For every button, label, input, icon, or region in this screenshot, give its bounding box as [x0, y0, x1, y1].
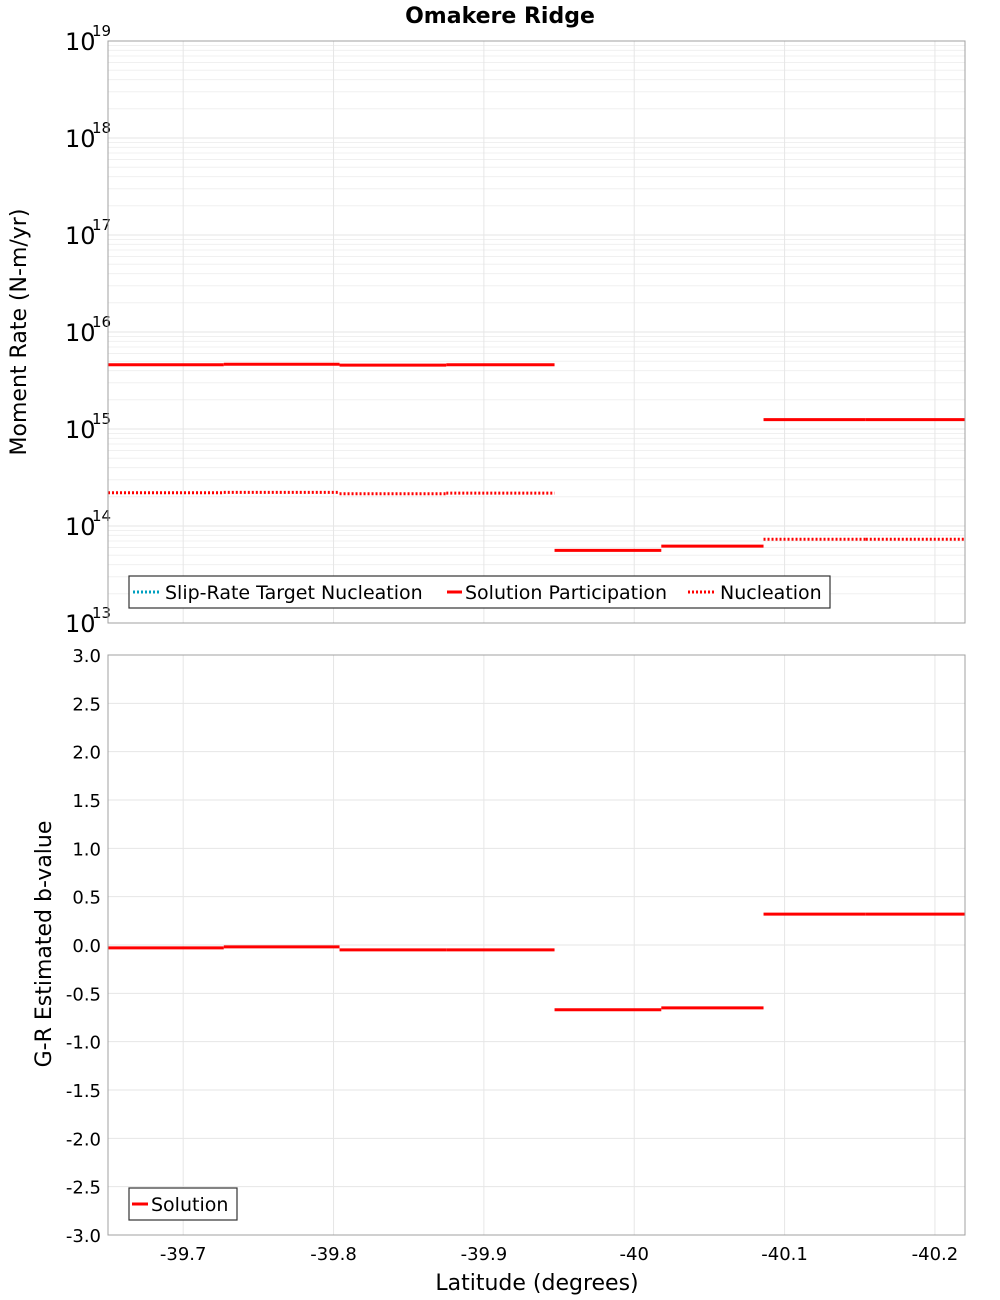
top-y-tick-base: 10 [65, 222, 96, 250]
top-y-tick-exponent: 13 [92, 604, 111, 622]
bottom-y-tick-label: 0.0 [72, 936, 101, 957]
bottom-series-group [108, 912, 965, 1012]
chart-title: Omakere Ridge [405, 4, 595, 29]
bottom-y-tick-label: 0.5 [72, 888, 101, 909]
bottom-y-ticks: -3.0 -2.5 -2.0 -1.5 -1.0 -0.5 0.0 0.5 1.0 1.5 2.0 2… [66, 646, 101, 1247]
top-plot-frame [107, 40, 966, 624]
bottom-y-tick-label: -1.0 [66, 1033, 101, 1054]
top-y-tick-base: 10 [65, 28, 96, 56]
bottom-legend: Solution [128, 1187, 238, 1221]
top-y-axis-label: Moment Rate (N-m/yr) [7, 209, 32, 456]
bottom-gridlines [108, 654, 965, 1236]
x-tick-label: -40.1 [761, 1244, 808, 1265]
legend-label-nucleation: Nucleation [720, 582, 822, 604]
bottom-y-axis-label: G-R Estimated b-value [32, 821, 57, 1068]
bottom-y-tick-label: 3.0 [72, 646, 101, 667]
top-y-tick-exponent: 19 [92, 22, 111, 40]
bottom-y-tick-label: -2.5 [66, 1178, 101, 1199]
top-y-tick-base: 10 [65, 125, 96, 153]
legend-label-b-solution: Solution [151, 1194, 228, 1216]
x-ticks: -39.7 -39.8 -39.9 -40 -40.1 -40.2 [160, 1244, 958, 1265]
top-series-group [108, 362, 965, 552]
top-gridlines [108, 41, 965, 624]
bottom-y-tick-label: -1.5 [66, 1081, 101, 1102]
top-y-tick-base: 10 [65, 513, 96, 541]
x-tick-label: -40.2 [912, 1244, 959, 1265]
x-tick-label: -40 [620, 1244, 649, 1265]
x-tick-label: -39.9 [461, 1244, 508, 1265]
top-y-tick-base: 10 [65, 610, 96, 638]
bottom-y-tick-label: -2.0 [66, 1129, 101, 1150]
bottom-y-tick-label: 1.5 [72, 791, 101, 812]
bottom-y-tick-label: -3.0 [66, 1226, 101, 1247]
top-y-tick-base: 10 [65, 416, 96, 444]
top-y-tick-base: 10 [65, 319, 96, 347]
top-y-tick-exponent: 15 [92, 410, 111, 428]
bottom-plot-frame [107, 654, 966, 1236]
bottom-y-tick-label: 2.0 [72, 743, 101, 764]
legend-label-solution: Solution Participation [465, 582, 667, 604]
top-legend: Slip-Rate Target Nucleation Solution Par… [128, 575, 831, 609]
x-axis-label: Latitude (degrees) [435, 1271, 638, 1296]
x-tick-label: -39.8 [310, 1244, 357, 1265]
top-y-tick-exponent: 18 [92, 119, 111, 137]
bottom-y-tick-label: 2.5 [72, 694, 101, 715]
top-y-tick-exponent: 14 [92, 507, 111, 525]
top-y-tick-exponent: 16 [92, 313, 111, 331]
legend-label-target: Slip-Rate Target Nucleation [165, 582, 423, 604]
top-y-tick-exponent: 17 [92, 216, 111, 234]
bottom-y-tick-label: -0.5 [66, 984, 101, 1005]
x-tick-label: -39.7 [160, 1244, 207, 1265]
bottom-y-tick-label: 1.0 [72, 839, 101, 860]
